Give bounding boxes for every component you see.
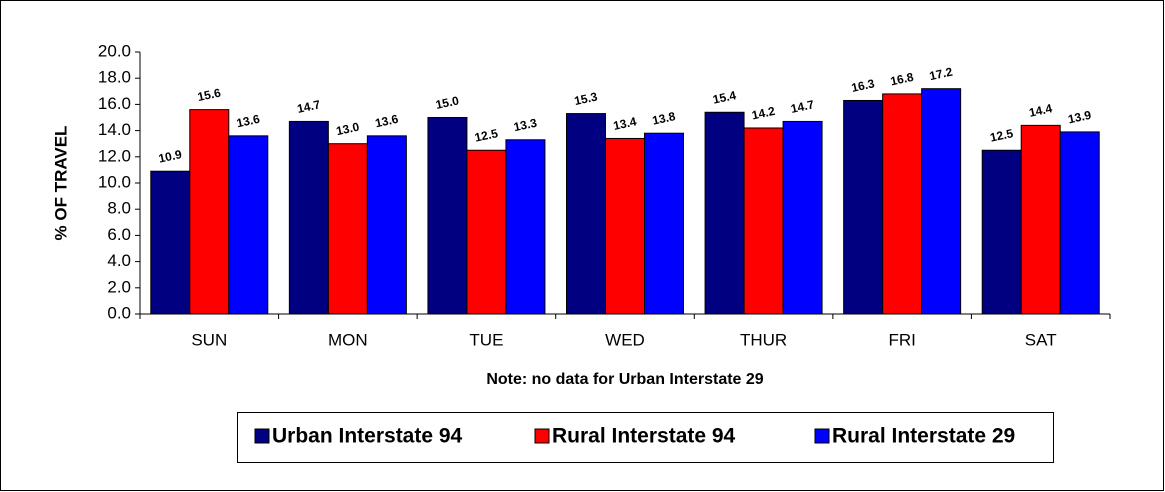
bar: [921, 88, 962, 315]
bar: [189, 109, 230, 315]
y-tick-label: 14.0: [98, 120, 131, 139]
bar: [704, 111, 745, 315]
bar: [366, 135, 407, 315]
y-tick-label: 4.0: [107, 251, 131, 270]
value-label: 13.4: [612, 114, 638, 133]
y-tick-label: 0.0: [107, 303, 131, 322]
value-label: 14.2: [751, 104, 777, 123]
bar: [288, 120, 329, 315]
legend-swatch: [814, 428, 830, 444]
x-tick-label: TUE: [469, 330, 503, 349]
bar: [843, 99, 884, 315]
y-axis-title: % OF TRAVEL: [51, 126, 70, 241]
y-tick-label: 18.0: [98, 68, 131, 87]
x-tick-label: FRI: [888, 330, 915, 349]
value-label: 17.2: [928, 65, 954, 84]
value-label: 15.4: [712, 88, 738, 107]
value-label: 13.6: [235, 112, 261, 131]
value-label: 14.7: [296, 97, 322, 116]
value-label: 13.6: [374, 112, 400, 131]
x-tick-label: SAT: [1025, 330, 1057, 349]
legend-label: Urban Interstate 94: [272, 425, 463, 448]
bar: [150, 170, 191, 315]
y-tick-label: 12.0: [98, 146, 131, 165]
bar: [566, 113, 606, 315]
bar: [882, 93, 923, 315]
legend-label: Rural Interstate 29: [832, 425, 1015, 448]
legend-swatch: [534, 428, 550, 444]
y-tick-label: 20.0: [98, 41, 131, 60]
note: Note: no data for Urban Interstate 29: [486, 371, 763, 388]
bar: [427, 117, 468, 315]
value-label: 15.6: [196, 85, 222, 104]
value-label: 15.0: [434, 93, 460, 112]
value-label: 10.9: [157, 147, 183, 166]
bar: [981, 149, 1022, 315]
legend-box: [237, 412, 1054, 463]
bar: [505, 139, 546, 315]
bar: [605, 137, 645, 315]
bar: [1059, 131, 1100, 315]
value-label: 15.3: [573, 89, 599, 108]
value-label: 13.8: [651, 109, 677, 128]
value-label: 16.3: [850, 76, 876, 95]
bar: [644, 132, 684, 315]
bar: [228, 135, 269, 315]
bar: [782, 120, 823, 315]
legend-label: Rural Interstate 94: [552, 425, 736, 448]
x-tick-label: MON: [328, 330, 368, 349]
value-label: 13.3: [512, 116, 538, 135]
y-tick-label: 2.0: [107, 277, 131, 296]
value-label: 13.9: [1067, 108, 1093, 127]
x-tick-label: THUR: [740, 330, 787, 349]
value-label: 13.0: [335, 120, 361, 139]
y-tick-label: 10.0: [98, 172, 131, 191]
bar: [743, 127, 784, 315]
value-label: 14.4: [1028, 101, 1054, 120]
y-tick-label: 8.0: [107, 199, 131, 218]
y-tick-label: 16.0: [98, 94, 131, 113]
bar: [327, 143, 368, 315]
value-label: 12.5: [989, 126, 1015, 145]
value-label: 12.5: [473, 126, 499, 145]
bar: [466, 149, 507, 315]
x-tick-label: SUN: [191, 330, 227, 349]
x-tick-label: WED: [605, 330, 645, 349]
y-tick-label: 6.0: [107, 225, 131, 244]
legend-swatch: [254, 428, 270, 444]
value-label: 14.7: [790, 97, 816, 116]
bar: [1020, 124, 1061, 315]
value-label: 16.8: [889, 70, 915, 89]
